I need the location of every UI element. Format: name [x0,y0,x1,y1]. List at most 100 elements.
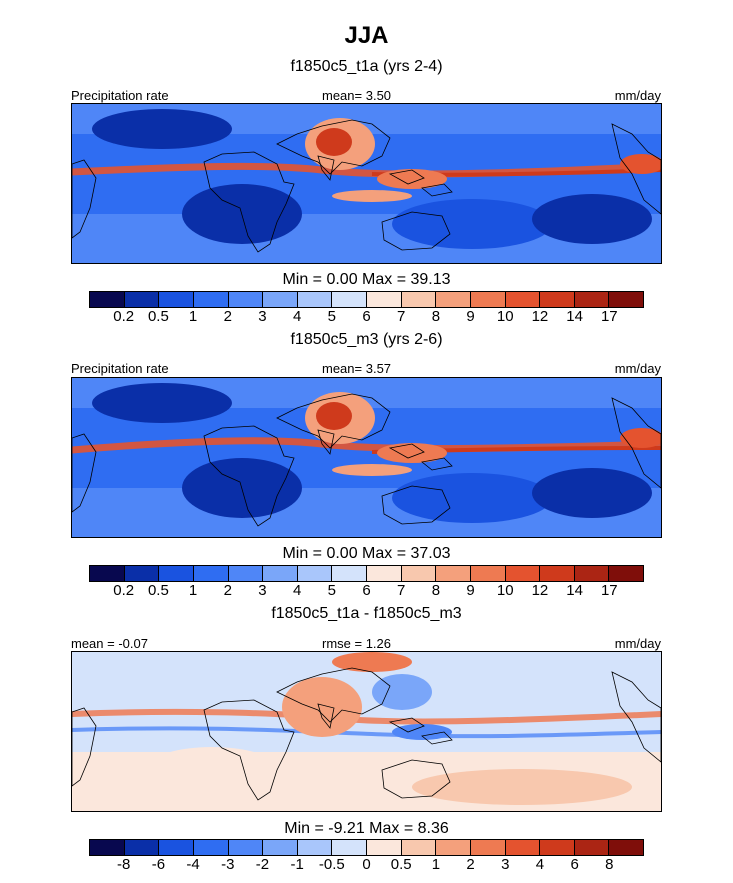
colorbar-2-cell [470,566,506,581]
colorbar-2-cell [540,566,575,581]
panel-2-left-label: Precipitation rate [71,361,169,376]
colorbar-3-tick-label: 2 [466,856,475,873]
colorbar-2-cell [436,566,471,581]
colorbar-3-cell [90,840,125,855]
colorbar-2-cell [193,566,229,581]
colorbar-1-tick-label: 9 [466,308,475,325]
colorbar-3-cell [436,840,471,855]
colorbar-1-tick-label: 17 [600,308,618,325]
colorbar-3-tick-label: 4 [535,856,545,873]
colorbar-2-tick-label: 4 [292,582,302,599]
colorbar-1-cell [297,292,333,307]
colorbar-3-tick-label: 1 [431,856,441,873]
colorbar-1-cell [574,292,610,307]
colorbar-1-cell [436,292,471,307]
panel-3-colorbar [89,839,644,856]
colorbar-3-tick-label: -3 [221,856,235,873]
colorbar-1-cell [401,292,437,307]
colorbar-3-cell [263,840,298,855]
colorbar-1-tick-label: 10 [496,308,514,325]
colorbar-3-cell [367,840,402,855]
colorbar-1-cell [193,292,229,307]
colorbar-1-tick-label: 2 [223,308,232,325]
panel-3-map [71,651,662,812]
colorbar-2-cell [574,566,610,581]
colorbar-2-tick-label: 10 [496,582,514,599]
colorbar-2-tick-label: 3 [258,582,267,599]
colorbar-2-tick-label: 7 [397,582,406,599]
colorbar-3-tick-label: 0.5 [390,856,412,873]
panel-2-mean-label: mean= 3.57 [322,361,392,376]
colorbar-3-tick-label: -2 [255,856,270,873]
precip-field [72,104,661,263]
colorbar-1-cell [228,292,264,307]
colorbar-2-tick-label: 6 [362,582,371,599]
colorbar-3-tick-label: 3 [501,856,510,873]
panel-1-map [71,103,662,264]
panel-1-stats: Min = 0.00 Max = 39.13 [282,271,451,288]
colorbar-2-cell [263,566,298,581]
colorbar-3-cell [401,840,437,855]
panel-3-stats: Min = -9.21 Max = 8.36 [284,820,449,837]
colorbar-2-cell [505,566,541,581]
colorbar-2-tick-label: 1 [188,582,198,599]
panel-2-stats: Min = 0.00 Max = 37.03 [282,545,451,562]
colorbar-1-cell [367,292,402,307]
colorbar-1-cell [159,292,194,307]
colorbar-2-tick-label: 17 [600,582,618,599]
panel-3-units: mm/day [614,636,661,651]
panel-3-left-label: mean = -0.07 [71,636,148,651]
colorbar-2-tick-label: 0.5 [147,582,169,599]
colorbar-2-cell [159,566,194,581]
colorbar-1-tick-label: 0.5 [147,308,169,325]
colorbar-3-tick-label: 0 [362,856,371,873]
colorbar-1-tick-label: 0.2 [113,308,135,325]
precip-field [72,652,661,811]
colorbar-2-cell [90,566,125,581]
colorbar-2-tick-label: 0.2 [113,582,135,599]
colorbar-2-cell [367,566,402,581]
colorbar-3-tick-label: -4 [186,856,200,873]
panel-1-units: mm/day [614,88,661,103]
panel-3-rmse-label: rmse = 1.26 [322,636,392,651]
colorbar-1-tick-label: 8 [431,308,441,325]
panel-3-title: f1850c5_t1a - f1850c5_m3 [271,605,462,622]
colorbar-1-cell [90,292,125,307]
colorbar-1-tick-label: 6 [362,308,371,325]
colorbar-2-cell [401,566,437,581]
colorbar-3-cell [609,840,643,855]
colorbar-2-cell [332,566,367,581]
panel-2-title: f1850c5_m3 (yrs 2-6) [290,331,443,348]
panel-2-map [71,377,662,538]
colorbar-2-cell [228,566,264,581]
colorbar-1-cell [609,292,643,307]
colorbar-1-cell [470,292,506,307]
colorbar-1-tick-label: 7 [397,308,406,325]
colorbar-1-tick-label: 12 [531,308,549,325]
colorbar-1-tick-label: 4 [292,308,302,325]
colorbar-2-tick-label: 5 [327,582,336,599]
colorbar-3-tick-label: -1 [290,856,304,873]
panel-2-colorbar [89,565,644,582]
colorbar-3-tick-label: 8 [605,856,614,873]
colorbar-1-tick-label: 14 [566,308,583,325]
colorbar-2-tick-label: 2 [223,582,232,599]
colorbar-2-tick-label: 12 [531,582,549,599]
colorbar-2-tick-label: 8 [431,582,441,599]
colorbar-3-cell [470,840,506,855]
colorbar-1-cell [124,292,160,307]
colorbar-2-cell [609,566,643,581]
panel-2-units: mm/day [614,361,661,376]
panel-1-left-label: Precipitation rate [71,88,169,103]
colorbar-2-cell [297,566,333,581]
colorbar-2-cell [124,566,160,581]
colorbar-3-cell [332,840,367,855]
colorbar-3-tick-label: -8 [117,856,131,873]
colorbar-3-cell [574,840,610,855]
colorbar-3-cell [297,840,333,855]
colorbar-3-tick-label: -6 [151,856,166,873]
colorbar-3-tick-label: -0.5 [318,856,345,873]
figure-title: JJA [344,22,389,49]
colorbar-3-cell [124,840,160,855]
colorbar-3-cell [228,840,264,855]
